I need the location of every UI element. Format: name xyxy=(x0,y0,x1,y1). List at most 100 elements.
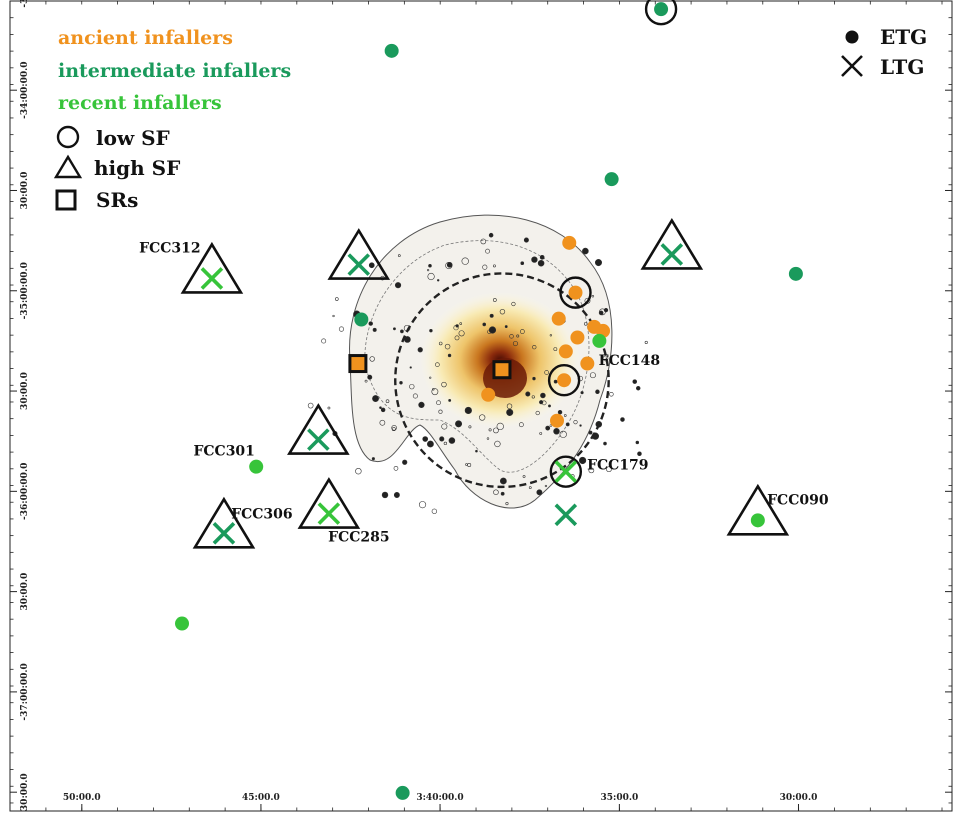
core-speckle xyxy=(488,326,497,334)
core-speckle xyxy=(393,492,400,498)
core-speckle xyxy=(519,329,525,334)
core-speckle xyxy=(516,334,520,338)
core-speckle xyxy=(518,422,524,428)
etg-point-ancient xyxy=(551,311,566,326)
core-speckle xyxy=(548,404,551,408)
core-speckle xyxy=(545,425,551,431)
core-speckle xyxy=(509,334,514,339)
y-tick-label: 30:00.0 xyxy=(20,773,30,811)
core-speckle xyxy=(637,451,642,457)
core-speckle xyxy=(364,379,368,383)
core-speckle xyxy=(488,232,494,238)
core-speckle xyxy=(594,259,602,267)
core-speckle xyxy=(355,467,362,475)
core-speckle xyxy=(468,425,472,429)
core-speckle xyxy=(531,256,538,263)
core-speckle xyxy=(379,406,382,409)
core-speckle xyxy=(602,355,609,362)
core-speckle xyxy=(391,425,397,431)
core-speckle xyxy=(445,261,453,270)
etg-point-ancient xyxy=(580,356,595,371)
core-speckle xyxy=(444,343,451,350)
core-speckle xyxy=(480,238,487,245)
core-speckle xyxy=(537,259,545,267)
core-speckle xyxy=(544,484,548,488)
high-sf-triangle-icon xyxy=(53,154,83,179)
core-speckle xyxy=(418,401,425,409)
core-speckle xyxy=(492,298,497,302)
core-speckle xyxy=(553,347,558,351)
core-speckle xyxy=(432,388,435,391)
core-speckle xyxy=(565,422,570,427)
core-speckle xyxy=(409,366,412,369)
core-speckle xyxy=(334,297,339,301)
core-speckle xyxy=(327,406,331,410)
ltg-point-intermediate xyxy=(347,253,371,276)
etg-point-ancient xyxy=(557,373,572,388)
core-speckle xyxy=(438,341,443,346)
core-speckle xyxy=(589,372,596,379)
high-sf-triangle-marker xyxy=(287,403,350,455)
core-speckle xyxy=(455,420,463,428)
ltg-point-intermediate xyxy=(307,428,330,451)
core-speckle xyxy=(603,441,607,446)
legend-intermediate-label: intermediate infallers xyxy=(58,60,291,82)
core-speckle xyxy=(591,295,595,298)
core-speckle xyxy=(369,356,375,362)
galaxy-label-fcc148: FCC148 xyxy=(599,353,660,369)
y-tick-label: -36:00:00.0 xyxy=(20,463,30,520)
etg-point-ancient xyxy=(562,235,577,250)
core-speckle xyxy=(580,391,584,395)
core-speckle xyxy=(557,409,563,415)
legend-etg-label: ETG xyxy=(880,25,927,49)
galaxy-label-fcc090: FCC090 xyxy=(767,492,829,508)
low-sf-circle-icon xyxy=(56,125,80,149)
high-sf-triangle-marker xyxy=(180,241,244,294)
core-speckle xyxy=(368,262,375,269)
galaxy-label-fcc301: FCC301 xyxy=(193,444,254,460)
x-axis: 50:00.0 45:00.0 3:40:00.0 35:00.0 30:00.0 xyxy=(45,1,943,811)
core-speckle xyxy=(321,338,327,344)
core-speckle xyxy=(504,325,508,328)
core-speckle xyxy=(422,436,429,442)
x-tick-label: 30:00.0 xyxy=(780,793,818,803)
core-speckle xyxy=(439,436,445,442)
core-speckle xyxy=(522,475,526,478)
etg-point-intermediate xyxy=(354,312,369,327)
etg-point-intermediate xyxy=(654,2,669,17)
core-speckle xyxy=(606,466,612,473)
core-speckle xyxy=(393,466,399,471)
core-speckle xyxy=(443,441,448,446)
core-speckle xyxy=(493,427,499,434)
core-speckle xyxy=(412,393,418,399)
etg-point-ancient xyxy=(570,330,585,345)
sr-square-point xyxy=(492,360,512,380)
core-speckle xyxy=(447,353,452,358)
x-tick-label: 3:40:00.0 xyxy=(416,793,463,803)
core-speckle xyxy=(436,279,440,282)
core-speckle xyxy=(435,362,440,367)
y-tick-label: 30:00.0 xyxy=(20,372,30,410)
core-speckle xyxy=(500,491,505,496)
core-speckle xyxy=(588,430,593,435)
core-speckle xyxy=(372,327,377,332)
core-speckle xyxy=(467,462,472,467)
core-speckle xyxy=(499,477,507,485)
core-speckle xyxy=(489,313,494,318)
core-speckle xyxy=(394,282,402,289)
core-speckle xyxy=(441,423,448,430)
core-speckle xyxy=(528,486,532,490)
etg-point-intermediate xyxy=(384,43,399,58)
galaxy-label-fcc285: FCC285 xyxy=(328,530,389,546)
y-tick-label: -33:30: xyxy=(20,0,30,8)
y-tick-label: 30:00.0 xyxy=(20,172,30,210)
core-speckle xyxy=(380,407,386,413)
core-speckle xyxy=(488,428,492,432)
high-sf-triangle-marker xyxy=(726,483,790,536)
high-sf-triangle-marker xyxy=(192,496,256,549)
core-speckle xyxy=(499,308,506,315)
core-speckle xyxy=(496,422,504,431)
etg-point-ancient xyxy=(550,413,565,428)
galaxy-points xyxy=(175,0,803,800)
core-speckle xyxy=(535,410,540,416)
